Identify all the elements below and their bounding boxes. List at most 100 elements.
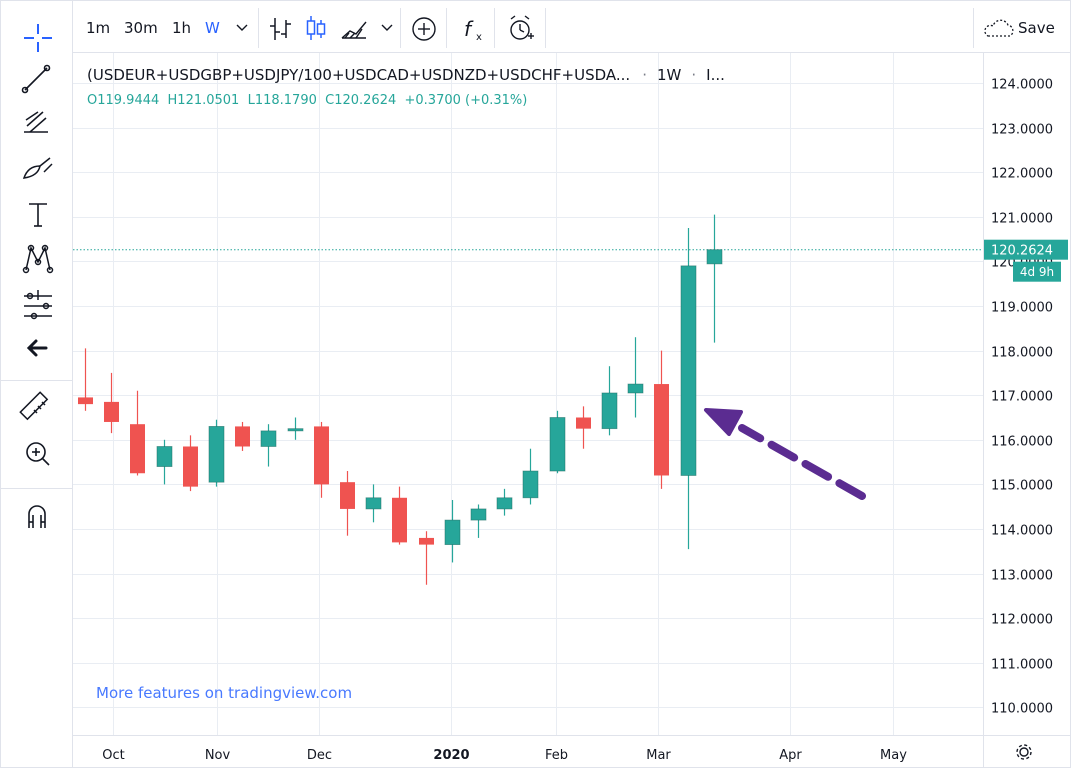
price-tick-label: 110.0000 [991, 702, 1053, 717]
candle [419, 531, 434, 585]
alert-clock-icon[interactable] [510, 15, 534, 40]
candle-body [680, 265, 697, 476]
save-button[interactable]: Save [984, 19, 1055, 37]
candles [78, 214, 723, 585]
interval-w[interactable]: W [205, 19, 220, 37]
candle [392, 486, 407, 545]
text-tool-icon[interactable] [29, 203, 47, 227]
candle [260, 424, 277, 467]
candle-body [496, 497, 513, 510]
trend-line-tool-icon[interactable] [21, 64, 51, 94]
area-chart-type-icon[interactable] [341, 21, 367, 39]
candle [235, 421, 250, 451]
zoom-in-icon[interactable] [26, 442, 50, 466]
price-tick-label: 118.0000 [991, 346, 1053, 361]
candle-body [470, 508, 487, 521]
price-tick-label: 111.0000 [991, 658, 1053, 673]
left-toolbar [0, 0, 73, 768]
interval-30m[interactable]: 30m [124, 19, 158, 37]
candle [627, 337, 644, 418]
price-tick-label: 116.0000 [991, 435, 1053, 450]
candle-body [419, 537, 434, 545]
candle [287, 417, 304, 440]
price-tick-label: 114.0000 [991, 524, 1053, 539]
candle-body [601, 392, 618, 430]
candle-body [78, 397, 93, 405]
grid [73, 53, 983, 735]
settings-gear-icon[interactable] [1016, 744, 1032, 760]
candle [104, 372, 119, 434]
candle [470, 504, 487, 538]
price-axis[interactable]: 124.0000123.0000122.0000121.0000120.0000… [984, 78, 1068, 717]
candle [340, 471, 355, 536]
price-tick-label: 124.0000 [991, 78, 1053, 93]
prediction-tool-icon[interactable] [24, 290, 52, 320]
candle-body [235, 426, 250, 447]
candle [706, 214, 723, 343]
measure-ruler-icon[interactable] [19, 391, 49, 421]
symbol-title[interactable]: (USDEUR+USDGBP+USDJPY/100+USDCAD+USDNZD+… [87, 66, 725, 84]
crosshair-tool-icon[interactable] [24, 24, 52, 52]
indicators-fx-icon[interactable]: f x [464, 17, 482, 43]
time-tick-label: Mar [646, 748, 671, 763]
purple-arrow-annotation[interactable] [704, 408, 866, 500]
candle [183, 435, 198, 492]
candle [601, 366, 618, 436]
candle [314, 421, 329, 498]
candle-body [156, 446, 173, 467]
candle [208, 419, 225, 487]
countdown-label: 4d 9h [1020, 265, 1054, 279]
svg-text:f: f [464, 17, 474, 41]
cloud-icon [984, 19, 1014, 37]
candle-body [576, 417, 591, 429]
brush-tool-icon[interactable] [22, 157, 53, 179]
candle-body [522, 470, 539, 499]
candle-body [314, 426, 329, 485]
top-toolbar: 1m 30m 1h W f x [72, 8, 1071, 53]
price-tick-label: 121.0000 [991, 212, 1053, 227]
candle-body [340, 482, 355, 509]
candles-chart-type-icon[interactable] [306, 16, 326, 40]
interval-1h[interactable]: 1h [172, 19, 191, 37]
candle-body [287, 428, 304, 432]
candle [654, 350, 669, 489]
candle [549, 410, 566, 474]
compare-add-symbol-icon[interactable] [412, 17, 436, 41]
candle-body [444, 519, 461, 546]
price-tick-label: 122.0000 [991, 167, 1053, 182]
candle-body [549, 417, 566, 472]
chart-type-dropdown-chevron-icon[interactable] [381, 24, 393, 31]
candle [522, 448, 539, 505]
time-axis[interactable]: Oct Nov Dec 2020 Feb Mar Apr May [102, 748, 907, 763]
candle [496, 488, 513, 516]
pattern-tool-icon[interactable] [22, 244, 54, 274]
candle-body [392, 497, 407, 543]
fib-tool-icon[interactable] [24, 111, 48, 133]
candle-body [104, 401, 119, 422]
candle [444, 500, 461, 563]
price-tick-label: 113.0000 [991, 569, 1053, 584]
candle-body [365, 497, 382, 510]
time-tick-label: Oct [102, 748, 124, 763]
candle [130, 390, 145, 476]
candle [576, 406, 591, 449]
interval-1m[interactable]: 1m [86, 19, 110, 37]
candle [365, 484, 382, 523]
candle-body [130, 424, 145, 474]
current-price-badge [984, 239, 1068, 260]
hide-drawings-arrow-icon[interactable] [26, 339, 48, 357]
countdown-badge [1013, 261, 1061, 282]
save-label: Save [1018, 19, 1055, 37]
bars-chart-type-icon[interactable] [270, 18, 291, 40]
magnet-icon[interactable] [28, 505, 46, 528]
candle-body [654, 384, 669, 476]
ohlc-values: O119.9444 H121.0501 L118.1790 C120.2624 … [87, 93, 527, 108]
price-tick-label: 112.0000 [991, 613, 1053, 628]
tradingview-watermark-link[interactable]: More features on tradingview.com [96, 684, 352, 702]
price-tick-label: 117.0000 [991, 390, 1053, 405]
candle-body [208, 426, 225, 483]
time-tick-label: Dec [307, 748, 332, 763]
interval-dropdown-chevron-icon[interactable] [236, 24, 248, 31]
